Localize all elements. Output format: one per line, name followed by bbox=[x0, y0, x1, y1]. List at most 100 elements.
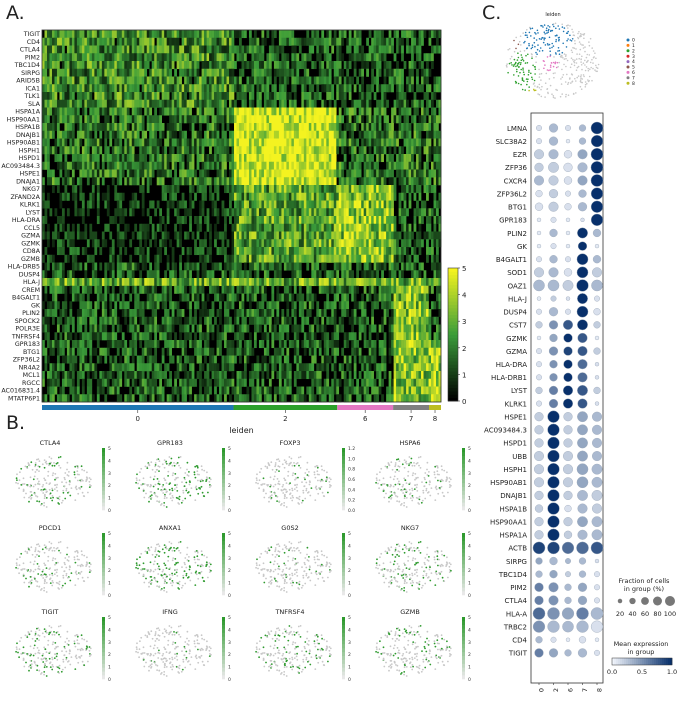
heatmap-cell bbox=[256, 278, 260, 287]
heatmap-cell bbox=[253, 309, 257, 318]
heatmap-cell bbox=[189, 285, 192, 294]
heatmap-cell bbox=[184, 107, 187, 116]
heatmap-cell bbox=[79, 161, 83, 170]
heatmap-cell bbox=[156, 254, 160, 263]
heatmap-cell bbox=[64, 138, 68, 147]
heatmap-cell bbox=[114, 115, 118, 124]
heatmap-cell bbox=[144, 231, 148, 240]
heatmap-cell bbox=[64, 154, 68, 163]
heatmap-cell bbox=[151, 130, 155, 139]
heatmap-cell bbox=[156, 30, 160, 39]
heatmap-cell bbox=[124, 130, 128, 139]
heatmap-cell bbox=[301, 84, 305, 93]
heatmap-cell bbox=[416, 200, 419, 209]
heatmap-cell bbox=[243, 107, 247, 116]
heatmap-cell bbox=[288, 154, 292, 163]
heatmap-cell bbox=[248, 146, 252, 155]
heatmap-cell bbox=[436, 301, 439, 310]
heatmap-cell bbox=[323, 84, 327, 93]
heatmap-cell bbox=[66, 53, 70, 62]
heatmap-cell bbox=[214, 45, 217, 54]
heatmap-cell bbox=[323, 200, 327, 209]
heatmap-cell bbox=[276, 278, 280, 287]
heatmap-cell bbox=[366, 99, 369, 108]
heatmap-cell bbox=[321, 223, 325, 232]
heatmap-cell bbox=[42, 37, 45, 46]
heatmap-cell bbox=[229, 208, 232, 217]
heatmap-cell bbox=[209, 324, 212, 333]
heatmap-cell bbox=[381, 192, 384, 201]
heatmap-cell bbox=[204, 161, 207, 170]
heatmap-cell bbox=[413, 92, 417, 101]
heatmap-cell bbox=[214, 99, 217, 108]
heatmap-cell bbox=[356, 316, 359, 325]
heatmap-cell bbox=[408, 324, 412, 333]
heatmap-cell bbox=[253, 30, 257, 39]
heatmap-cell bbox=[341, 84, 345, 93]
heatmap-cell bbox=[401, 293, 404, 302]
heatmap-cell bbox=[283, 278, 287, 287]
heatmap-cell bbox=[373, 216, 377, 225]
heatmap-cell bbox=[253, 154, 257, 163]
heatmap-cell bbox=[308, 293, 312, 302]
heatmap-cell bbox=[134, 332, 138, 341]
heatmap-cell bbox=[189, 316, 192, 325]
heatmap-cell bbox=[248, 200, 252, 209]
heatmap-cell bbox=[116, 239, 120, 248]
heatmap-cell bbox=[191, 324, 195, 333]
heatmap-cell bbox=[361, 309, 364, 318]
heatmap-cell bbox=[149, 45, 153, 54]
heatmap-cell bbox=[169, 239, 172, 248]
heatmap-cell bbox=[191, 285, 195, 294]
heatmap-cell bbox=[306, 30, 310, 39]
heatmap-cell bbox=[278, 169, 282, 178]
heatmap-cell bbox=[281, 61, 285, 70]
heatmap-cell bbox=[408, 185, 412, 194]
heatmap-cell bbox=[61, 53, 65, 62]
heatmap-cell bbox=[263, 293, 267, 302]
heatmap-cell bbox=[328, 30, 332, 39]
heatmap-cell bbox=[51, 92, 55, 101]
heatmap-cell bbox=[373, 146, 377, 155]
heatmap-cell bbox=[171, 138, 175, 147]
heatmap-cell bbox=[164, 285, 167, 294]
heatmap-cell bbox=[406, 169, 409, 178]
heatmap-cell bbox=[266, 92, 270, 101]
heatmap-cell bbox=[96, 61, 100, 70]
heatmap-cell bbox=[156, 278, 160, 287]
heatmap-cell bbox=[296, 254, 300, 263]
heatmap-cell bbox=[378, 68, 382, 77]
heatmap-cell bbox=[278, 270, 282, 279]
heatmap-cell bbox=[69, 332, 73, 341]
heatmap-cell bbox=[159, 247, 162, 256]
heatmap-cell bbox=[393, 107, 397, 116]
heatmap-cell bbox=[169, 45, 172, 54]
heatmap-cell bbox=[421, 61, 424, 70]
heatmap-cell bbox=[199, 177, 202, 186]
heatmap-cell bbox=[306, 92, 310, 101]
heatmap-cell bbox=[236, 107, 240, 116]
heatmap-cell bbox=[164, 324, 167, 333]
heatmap-cell bbox=[261, 53, 265, 62]
heatmap-cell bbox=[161, 177, 165, 186]
heatmap-cell bbox=[313, 192, 317, 201]
heatmap-cell bbox=[116, 254, 120, 263]
heatmap-cell bbox=[44, 285, 48, 294]
heatmap-cell bbox=[79, 293, 83, 302]
heatmap-cell bbox=[56, 138, 60, 147]
heatmap-cell bbox=[331, 169, 335, 178]
heatmap-cell bbox=[428, 84, 432, 93]
heatmap-cell bbox=[106, 316, 110, 325]
heatmap-cell bbox=[291, 123, 295, 132]
heatmap-cell bbox=[323, 278, 327, 287]
heatmap-cell bbox=[184, 177, 187, 186]
heatmap-cell bbox=[46, 316, 50, 325]
heatmap-cell bbox=[273, 68, 277, 77]
heatmap-cell bbox=[286, 216, 290, 225]
heatmap-cell bbox=[371, 68, 374, 77]
panel-b-label: B. bbox=[6, 412, 26, 434]
heatmap-cell bbox=[156, 270, 160, 279]
heatmap-cell bbox=[56, 161, 60, 170]
heatmap-cell bbox=[231, 84, 235, 93]
heatmap-cell bbox=[358, 68, 362, 77]
